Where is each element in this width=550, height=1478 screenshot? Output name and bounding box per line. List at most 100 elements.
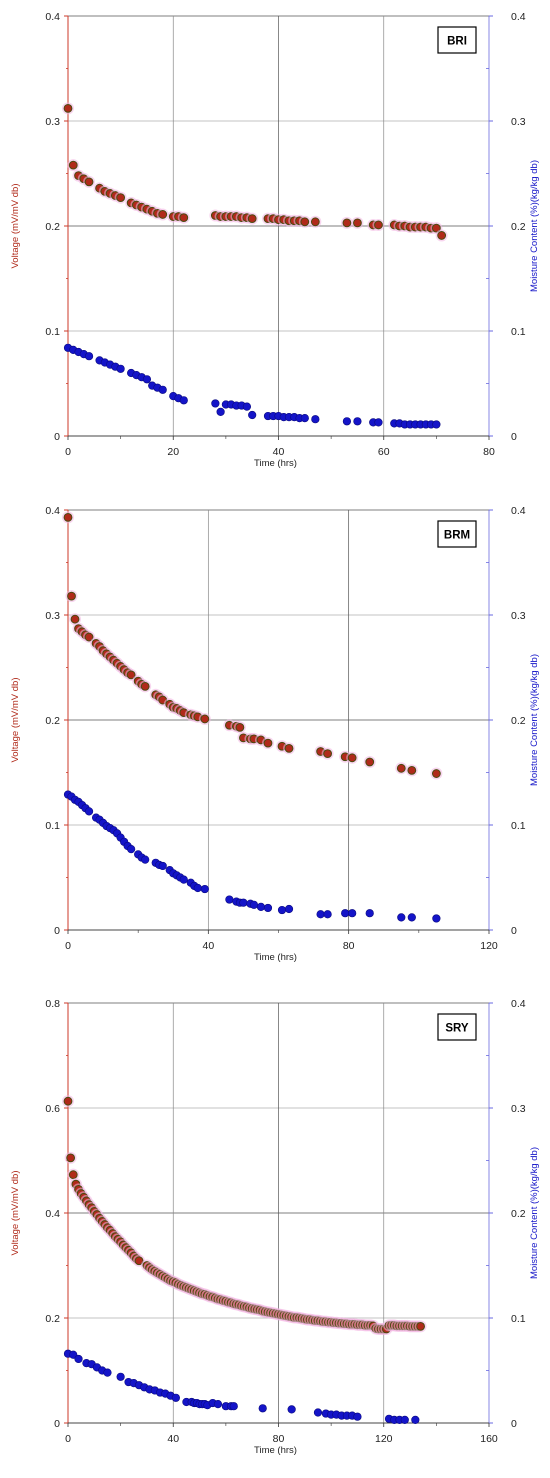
voltage-point: [247, 214, 257, 224]
left-tick-label: 0.2: [45, 1313, 60, 1325]
voltage-point: [437, 231, 447, 240]
right-axis-title: Moisture Content (%)(kg/kg db): [529, 1147, 540, 1279]
left-tick-label: 0.4: [45, 1208, 60, 1220]
panel-label: BRM: [444, 530, 470, 542]
moisture-point: [316, 910, 325, 919]
moisture-point: [300, 414, 309, 423]
right-tick-label: 0.3: [511, 610, 526, 622]
moisture-point: [213, 1399, 223, 1409]
moisture-point: [407, 913, 416, 922]
voltage-point: [66, 1153, 76, 1163]
voltage-point: [179, 213, 189, 223]
chart-panel-sry: 0 0.2 0.4 0.6 0.8 0 0.1 0.2 0.3 0.4 0 40 80 120 160 Tim…: [10, 998, 540, 1456]
moisture-point: [277, 905, 287, 915]
panel-label-box: [437, 1013, 477, 1041]
moisture-point: [179, 396, 188, 405]
x-tick-label: 80: [273, 1433, 285, 1445]
moisture-point: [284, 904, 294, 914]
voltage-point: [431, 223, 441, 233]
voltage-point: [158, 210, 168, 219]
x-tick-label: 0: [65, 446, 71, 458]
moisture-point: [323, 910, 332, 919]
moisture-point: [193, 883, 202, 893]
voltage-point: [84, 177, 94, 187]
left-axis-title: Voltage (mV/mV db): [10, 1170, 21, 1255]
left-tick-label: 0: [54, 1418, 60, 1430]
panel-label: BRI: [447, 36, 467, 48]
voltage-point: [63, 1096, 73, 1106]
voltage-point: [63, 512, 73, 522]
moisture-point: [256, 902, 266, 912]
voltage-point: [126, 670, 136, 680]
voltage-point: [310, 217, 320, 227]
voltage-point: [284, 743, 294, 753]
voltage-point: [407, 766, 417, 775]
moisture-series: [63, 790, 441, 923]
x-tick-label: 160: [480, 1433, 498, 1445]
voltage-point: [353, 218, 362, 228]
voltage-point: [200, 714, 210, 724]
right-tick-label: 0.2: [511, 221, 526, 233]
x-tick-label: 120: [375, 1433, 393, 1445]
left-tick-label: 0.4: [45, 11, 60, 23]
moisture-series: [63, 1349, 420, 1424]
moisture-point: [411, 1415, 420, 1424]
x-tick-label: 40: [202, 940, 214, 952]
voltage-point: [342, 218, 352, 228]
moisture-point: [116, 1372, 125, 1381]
panel-label-box: [437, 520, 477, 548]
moisture-point: [84, 352, 94, 361]
right-tick-label: 0.3: [511, 116, 526, 128]
voltage-point: [68, 160, 78, 170]
voltage-point: [396, 763, 406, 773]
moisture-point: [365, 909, 374, 918]
voltage-point: [416, 1322, 425, 1331]
voltage-point: [140, 682, 150, 691]
voltage-point: [347, 753, 357, 763]
left-tick-label: 0.8: [45, 998, 60, 1010]
chart-panel-brm: 0 0.1 0.2 0.3 0.4 0 0.1 0.2 0.3 0.4 0 40 80 120 Time (…: [10, 505, 540, 963]
voltage-point: [116, 193, 126, 203]
panel-label: SRY: [445, 1023, 469, 1035]
moisture-point: [242, 402, 252, 411]
moisture-point: [400, 1415, 409, 1424]
left-tick-label: 0: [54, 925, 60, 937]
voltage-point: [63, 104, 73, 113]
left-tick-label: 0.3: [45, 116, 60, 128]
moisture-point: [127, 845, 136, 854]
left-axis-title: Voltage (mV/mV db): [10, 183, 21, 268]
moisture-point: [171, 1393, 180, 1402]
voltage-point: [70, 614, 80, 624]
moisture-point: [225, 895, 234, 904]
left-tick-label: 0.3: [45, 610, 60, 622]
moisture-point: [374, 418, 383, 427]
moisture-point: [432, 914, 441, 923]
right-tick-label: 0.4: [511, 998, 526, 1010]
x-tick-label: 120: [480, 940, 498, 952]
voltage-point: [323, 749, 333, 758]
voltage-point: [235, 722, 245, 732]
left-tick-label: 0.6: [45, 1103, 60, 1115]
moisture-point: [229, 1402, 238, 1411]
moisture-point: [248, 410, 257, 420]
moisture-point: [141, 855, 150, 864]
x-tick-label: 20: [167, 446, 179, 458]
moisture-point: [116, 364, 125, 373]
voltage-point: [300, 217, 310, 227]
voltage-point: [84, 632, 94, 642]
chart-panel-bri: 0 0.1 0.2 0.3 0.4 0 0.1 0.2 0.3 0.4 0 20 40 60 80 Time …: [10, 11, 540, 469]
right-tick-label: 0.4: [511, 11, 526, 23]
x-axis-title: Time (hrs): [254, 458, 297, 469]
right-tick-label: 0.1: [511, 1313, 526, 1325]
voltage-point: [68, 1170, 78, 1180]
moisture-point: [179, 875, 188, 884]
moisture-point: [103, 1368, 112, 1377]
moisture-point: [353, 417, 362, 426]
moisture-point: [216, 407, 225, 416]
left-tick-label: 0.2: [45, 715, 60, 727]
voltage-point: [263, 738, 273, 748]
voltage-series: [62, 1095, 427, 1336]
moisture-series: [63, 343, 441, 429]
x-tick-label: 80: [483, 446, 495, 458]
